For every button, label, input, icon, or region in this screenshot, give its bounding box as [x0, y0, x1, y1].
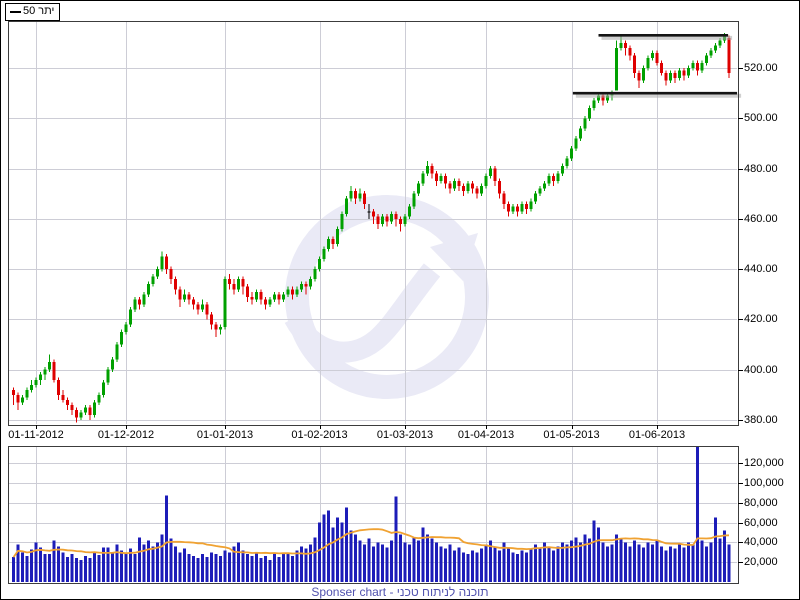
volume-tick-label: 60,000 — [744, 516, 778, 529]
panel-frames — [8, 21, 739, 584]
volume-bars — [12, 447, 731, 582]
date-tick-label: 01-01-2013 — [196, 429, 254, 441]
volume-ma-line — [12, 528, 730, 558]
volume-panel[interactable] — [8, 446, 738, 583]
price-tick-label: 500.00 — [744, 112, 778, 125]
volume-tick-label: 80,000 — [744, 496, 778, 509]
price-chart-panel[interactable] — [8, 21, 738, 425]
price-tick-label: 380.00 — [744, 414, 778, 426]
date-tick-label: 01-11-2012 — [8, 429, 64, 441]
trendlines[interactable] — [572, 34, 742, 98]
volume-tick-label: 120,000 — [744, 457, 784, 469]
price-tick-label: 440.00 — [744, 263, 778, 276]
legend-box[interactable]: יתר 50 — [5, 3, 61, 21]
date-tick-label: 01-02-2013 — [291, 429, 348, 441]
volume-tick-label: 100,000 — [744, 476, 784, 489]
date-tick-label: 01-05-2013 — [543, 429, 600, 441]
volume-tick-label: 40,000 — [744, 536, 778, 549]
date-tick-label: 01-04-2013 — [457, 429, 515, 441]
watermark-logo — [284, 195, 489, 399]
volume-tick-label: 20,000 — [744, 556, 778, 569]
axis-ticks — [36, 68, 743, 563]
price-tick-label: 520.00 — [744, 62, 778, 74]
date-tick-label: 01-12-2012 — [97, 429, 155, 441]
legend-line-swatch — [10, 10, 21, 13]
footer-brand-text: Sponser chart - תוכנה לניתוח טכני — [311, 585, 489, 599]
price-tick-label: 480.00 — [744, 162, 778, 175]
date-tick-label: 01-06-2013 — [628, 429, 686, 441]
candlesticks — [12, 32, 731, 423]
price-tick-label: 460.00 — [744, 212, 778, 225]
date-tick-label: 01-03-2013 — [376, 429, 434, 441]
price-tick-label: 400.00 — [744, 363, 778, 376]
price-tick-label: 420.00 — [744, 313, 778, 326]
legend-label: יתר 50 — [23, 5, 55, 17]
